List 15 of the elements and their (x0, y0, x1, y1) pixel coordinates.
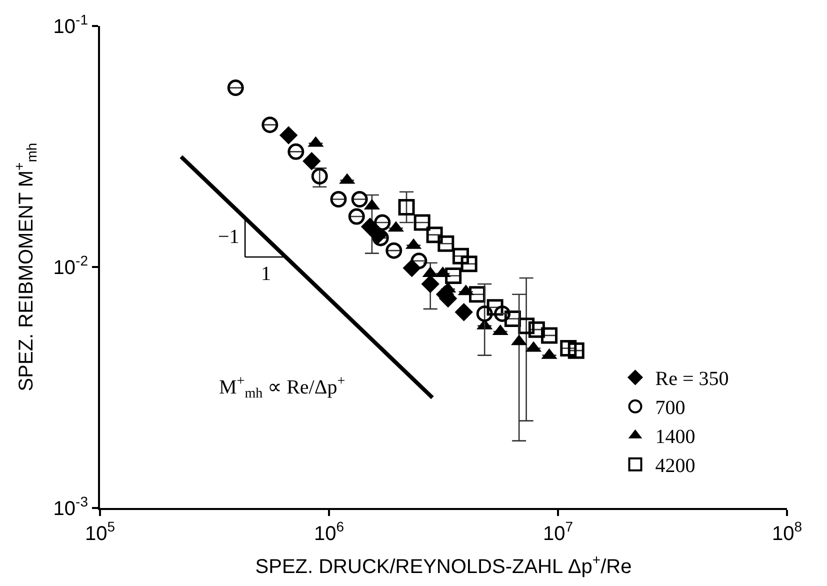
annotation: M$^{+}$$_{mh}$ ∝ Re/Δp$^{+}$ (219, 374, 346, 402)
annotation: −1 (218, 226, 240, 248)
y-tick-label: 10$^{-1}$ (53, 12, 88, 38)
y-tick-label: 10$^{-2}$ (53, 252, 88, 279)
x-tick-label: 10$^{7}$ (542, 518, 574, 545)
x-tick-label: 10$^{8}$ (772, 518, 802, 545)
legend-label: Re = 350 (655, 368, 729, 390)
legend-label: 4200 (655, 455, 696, 478)
x-tick-label: 10$^{5}$ (84, 518, 116, 545)
annotation: 1 (261, 263, 271, 285)
x-axis-title: SPEZ. DRUCK/REYNOLDS-ZAHL Δp$^{+}$/Re (255, 552, 632, 578)
y-tick-label: 10$^{-3}$ (53, 494, 88, 520)
legend-label: 700 (655, 397, 686, 420)
x-tick-label: 10$^{6}$ (314, 518, 344, 545)
legend-label: 1400 (655, 426, 696, 448)
